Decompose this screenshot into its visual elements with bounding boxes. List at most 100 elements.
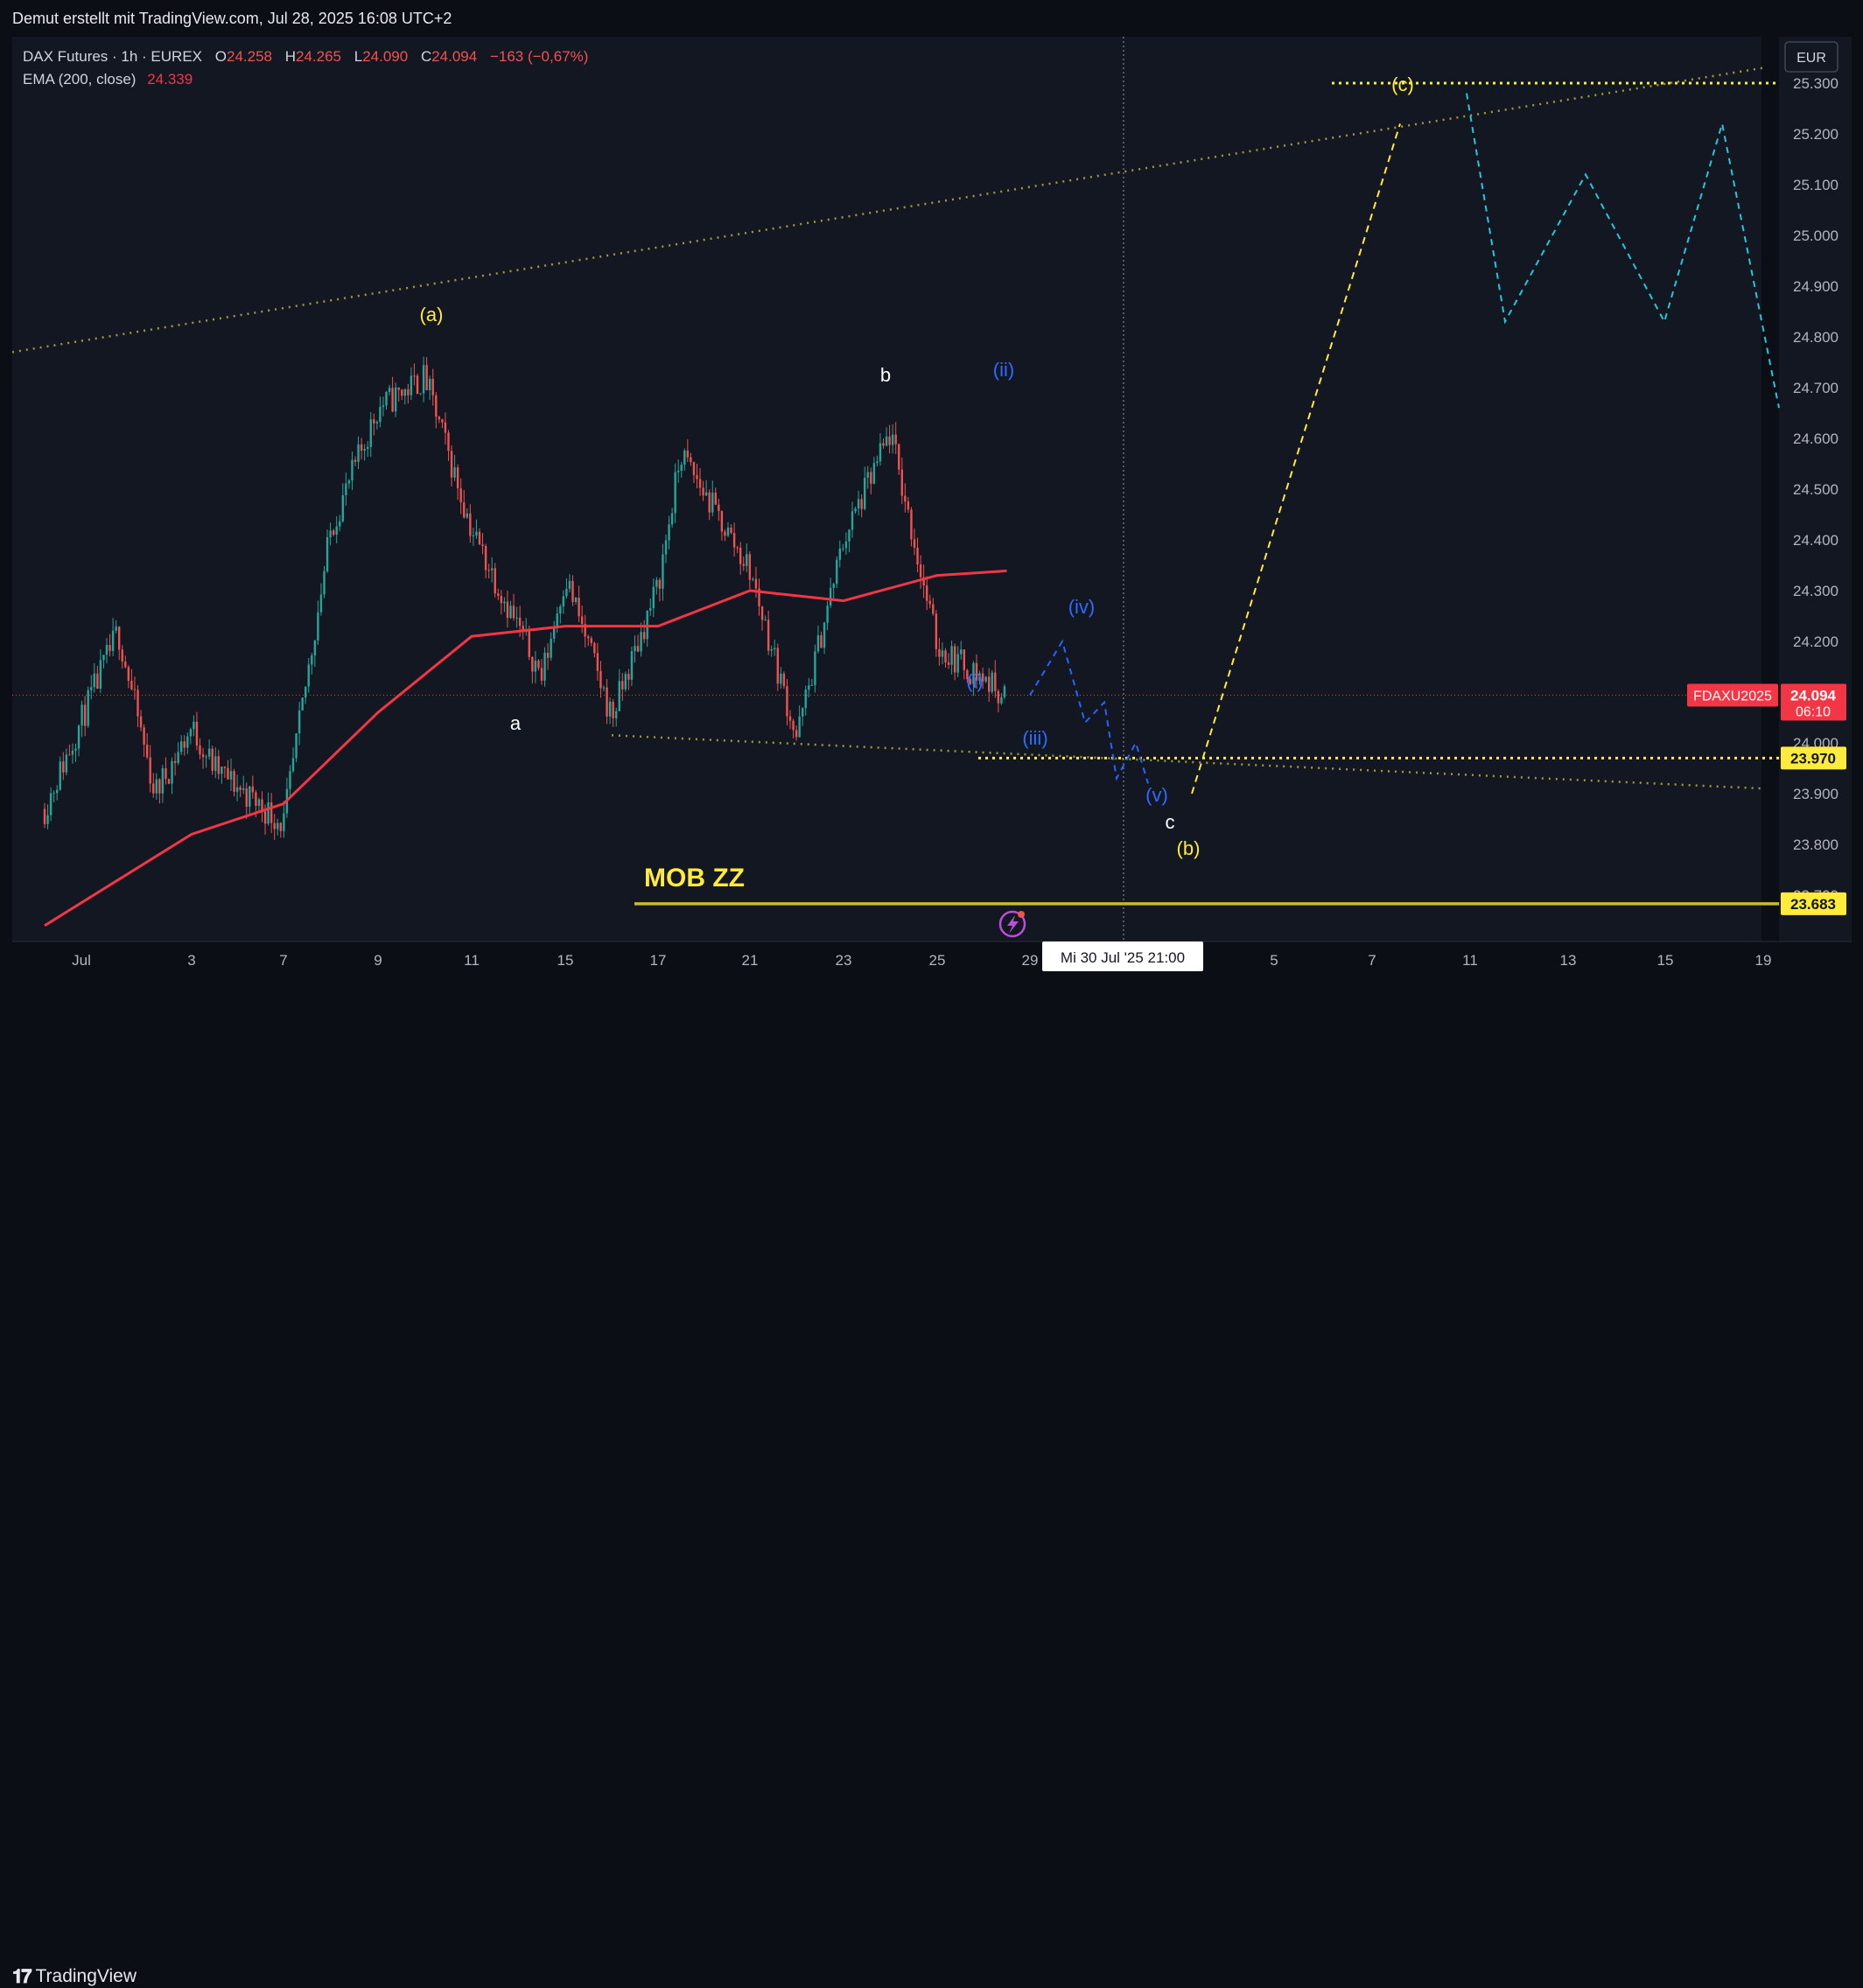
- candle: [158, 778, 161, 804]
- candle-body: [447, 432, 450, 452]
- candle: [90, 675, 93, 700]
- candle-body: [904, 495, 907, 502]
- candle: [836, 556, 838, 589]
- candle-body: [394, 387, 397, 412]
- candle-body: [580, 616, 584, 625]
- candle: [540, 659, 543, 685]
- candle-body: [618, 681, 620, 711]
- candle: [708, 489, 711, 521]
- candle: [776, 643, 779, 691]
- candle-body: [177, 752, 179, 763]
- candle: [413, 363, 416, 386]
- y-tick-label: 24.300: [1793, 583, 1838, 599]
- candle-body: [93, 673, 95, 688]
- candle: [584, 614, 586, 648]
- price-chart[interactable]: (a) a b (ii) (i) (iv) (iii) (v) c(b) (c) MOB ZZ 25…: [11, 37, 1852, 978]
- candle-body: [96, 673, 99, 690]
- candle: [630, 647, 634, 687]
- candle-body: [319, 594, 323, 612]
- tradingview-logo[interactable]: 𝟏𝟕 TradingView: [12, 1965, 137, 1988]
- candle-body: [550, 638, 552, 658]
- chart-container[interactable]: (a) a b (ii) (i) (iv) (iii) (v) c (b) (c) MOB ZZ 25…: [11, 37, 1852, 978]
- candle: [235, 774, 239, 802]
- candle: [975, 654, 978, 689]
- candle-body: [339, 521, 341, 527]
- legend-change: −163 (−0,67%): [490, 48, 588, 65]
- candle: [599, 661, 602, 698]
- candle-body: [900, 469, 903, 496]
- candle: [898, 443, 900, 475]
- candle: [900, 457, 903, 505]
- candle-body: [416, 375, 419, 395]
- candle: [696, 463, 698, 489]
- candle: [758, 578, 760, 616]
- candle-body: [211, 748, 214, 772]
- candle-body: [425, 365, 428, 390]
- wave-label: a: [510, 712, 522, 734]
- lightning-icon[interactable]: [998, 910, 1026, 938]
- candle: [410, 367, 413, 401]
- candle: [711, 480, 714, 516]
- candle: [193, 715, 195, 737]
- lightning-bolt: [1007, 915, 1019, 934]
- candle: [139, 710, 143, 732]
- ema-legend-label: EMA (200, close): [23, 71, 136, 88]
- candle-body: [379, 407, 382, 423]
- candle-body: [235, 787, 239, 792]
- candle: [283, 801, 285, 838]
- candle-body: [186, 736, 189, 748]
- candle-body: [373, 419, 375, 424]
- legend-h-label: H: [285, 48, 296, 65]
- candle: [111, 618, 115, 657]
- candle: [171, 757, 173, 794]
- candle-body: [512, 606, 515, 619]
- currency-button-label[interactable]: EUR: [1796, 51, 1826, 66]
- candle-body: [429, 378, 431, 390]
- candle-body: [997, 690, 1000, 704]
- candle-body: [167, 779, 171, 784]
- candle-body: [832, 584, 835, 588]
- candle-body: [788, 716, 792, 721]
- candle-body: [441, 419, 444, 423]
- legend-o-value: 24.258: [227, 48, 272, 65]
- candle: [621, 672, 624, 702]
- candle: [726, 522, 730, 537]
- candle: [152, 773, 155, 798]
- candle: [397, 387, 400, 402]
- candle-body: [758, 588, 760, 606]
- candle-body: [786, 686, 788, 717]
- candle: [99, 649, 102, 694]
- candle: [816, 625, 820, 654]
- candle-body: [277, 822, 279, 830]
- candle: [782, 671, 786, 690]
- candle: [118, 626, 121, 661]
- legend-l-value: 24.090: [362, 48, 408, 65]
- currency-button[interactable]: [1784, 41, 1838, 73]
- candle-body: [935, 613, 938, 649]
- candle-body: [686, 450, 690, 458]
- candle: [133, 676, 137, 700]
- price-tag-label: 23.970: [1790, 750, 1836, 766]
- x-tick-label: 25: [929, 952, 946, 969]
- candle: [714, 487, 717, 506]
- candle: [53, 790, 55, 802]
- candle: [435, 391, 438, 429]
- candle-body: [634, 646, 636, 652]
- candle: [882, 438, 885, 449]
- candle-body: [851, 511, 854, 530]
- candle-body: [99, 660, 102, 690]
- candle-body: [453, 467, 456, 478]
- candle: [814, 644, 816, 693]
- candle-body: [171, 760, 173, 784]
- candle: [770, 645, 773, 657]
- candle: [96, 665, 99, 690]
- candle: [742, 556, 745, 571]
- x-tick-label: 11: [1462, 952, 1478, 969]
- candle-body: [664, 540, 668, 555]
- candle-body: [43, 808, 46, 824]
- candle-body: [357, 444, 360, 462]
- candle: [137, 685, 139, 728]
- candle-body: [562, 596, 565, 607]
- candle-body: [885, 436, 888, 446]
- candle: [311, 653, 313, 675]
